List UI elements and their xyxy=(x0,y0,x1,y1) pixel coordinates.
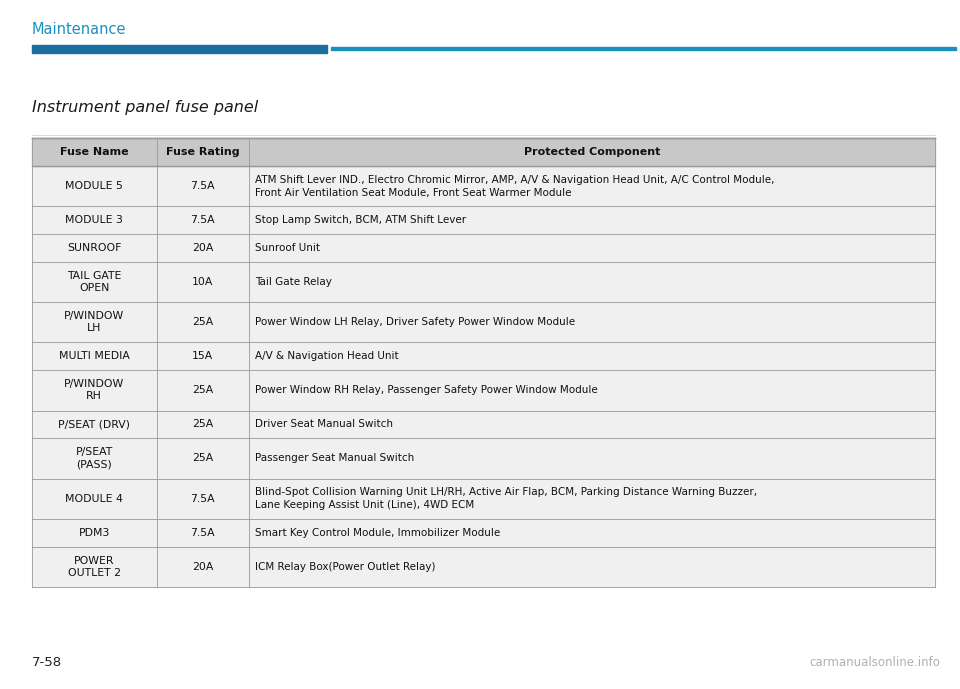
Bar xyxy=(32,262,935,302)
Bar xyxy=(32,166,935,207)
Text: Passenger Seat Manual Switch: Passenger Seat Manual Switch xyxy=(254,453,414,463)
Text: 15A: 15A xyxy=(192,351,213,361)
Text: MODULE 4: MODULE 4 xyxy=(65,494,123,504)
Text: SUNROOF: SUNROOF xyxy=(67,243,122,253)
Bar xyxy=(32,479,935,519)
Text: Fuse Rating: Fuse Rating xyxy=(166,147,239,157)
Text: A/V & Navigation Head Unit: A/V & Navigation Head Unit xyxy=(254,351,398,361)
Text: Maintenance: Maintenance xyxy=(32,22,127,37)
Text: 25A: 25A xyxy=(192,420,213,429)
Text: Smart Key Control Module, Immobilizer Module: Smart Key Control Module, Immobilizer Mo… xyxy=(254,528,500,537)
Bar xyxy=(32,138,935,166)
Text: 7-58: 7-58 xyxy=(32,656,62,669)
Text: P/WINDOW
LH: P/WINDOW LH xyxy=(64,311,125,333)
Bar xyxy=(32,370,935,411)
Text: 25A: 25A xyxy=(192,453,213,463)
Text: 7.5A: 7.5A xyxy=(190,181,215,192)
Text: carmanualsonline.info: carmanualsonline.info xyxy=(809,656,940,669)
Bar xyxy=(32,546,935,587)
Text: Sunroof Unit: Sunroof Unit xyxy=(254,243,320,253)
Text: P/SEAT
(PASS): P/SEAT (PASS) xyxy=(76,447,113,469)
Text: MODULE 3: MODULE 3 xyxy=(65,215,123,225)
Bar xyxy=(32,519,935,546)
Text: POWER
OUTLET 2: POWER OUTLET 2 xyxy=(68,556,121,578)
Text: Stop Lamp Switch, BCM, ATM Shift Lever: Stop Lamp Switch, BCM, ATM Shift Lever xyxy=(254,215,466,225)
Text: 7.5A: 7.5A xyxy=(190,528,215,537)
Text: 10A: 10A xyxy=(192,277,213,287)
Bar xyxy=(32,302,935,342)
Text: P/SEAT (DRV): P/SEAT (DRV) xyxy=(59,420,131,429)
Text: MULTI MEDIA: MULTI MEDIA xyxy=(59,351,130,361)
Text: 25A: 25A xyxy=(192,385,213,395)
Text: Power Window RH Relay, Passenger Safety Power Window Module: Power Window RH Relay, Passenger Safety … xyxy=(254,385,597,395)
Bar xyxy=(32,342,935,370)
Text: ATM Shift Lever IND., Electro Chromic Mirror, AMP, A/V & Navigation Head Unit, A: ATM Shift Lever IND., Electro Chromic Mi… xyxy=(254,175,774,198)
Text: 7.5A: 7.5A xyxy=(190,494,215,504)
Bar xyxy=(32,411,935,438)
Bar xyxy=(32,234,935,262)
Bar xyxy=(32,207,935,234)
Text: 25A: 25A xyxy=(192,317,213,327)
Text: Protected Component: Protected Component xyxy=(523,147,660,157)
Text: Power Window LH Relay, Driver Safety Power Window Module: Power Window LH Relay, Driver Safety Pow… xyxy=(254,317,575,327)
Text: 7.5A: 7.5A xyxy=(190,215,215,225)
Bar xyxy=(331,47,956,50)
Text: Tail Gate Relay: Tail Gate Relay xyxy=(254,277,331,287)
Text: P/WINDOW
RH: P/WINDOW RH xyxy=(64,379,125,401)
Bar xyxy=(32,438,935,479)
Text: MODULE 5: MODULE 5 xyxy=(65,181,123,192)
Bar xyxy=(32,45,327,53)
Text: 20A: 20A xyxy=(192,562,213,572)
Text: PDM3: PDM3 xyxy=(79,528,110,537)
Text: Blind-Spot Collision Warning Unit LH/RH, Active Air Flap, BCM, Parking Distance : Blind-Spot Collision Warning Unit LH/RH,… xyxy=(254,487,756,510)
Text: ICM Relay Box(Power Outlet Relay): ICM Relay Box(Power Outlet Relay) xyxy=(254,562,435,572)
Text: Driver Seat Manual Switch: Driver Seat Manual Switch xyxy=(254,420,393,429)
Text: TAIL GATE
OPEN: TAIL GATE OPEN xyxy=(67,271,122,293)
Text: Instrument panel fuse panel: Instrument panel fuse panel xyxy=(32,100,258,115)
Text: Fuse Name: Fuse Name xyxy=(60,147,129,157)
Text: 20A: 20A xyxy=(192,243,213,253)
